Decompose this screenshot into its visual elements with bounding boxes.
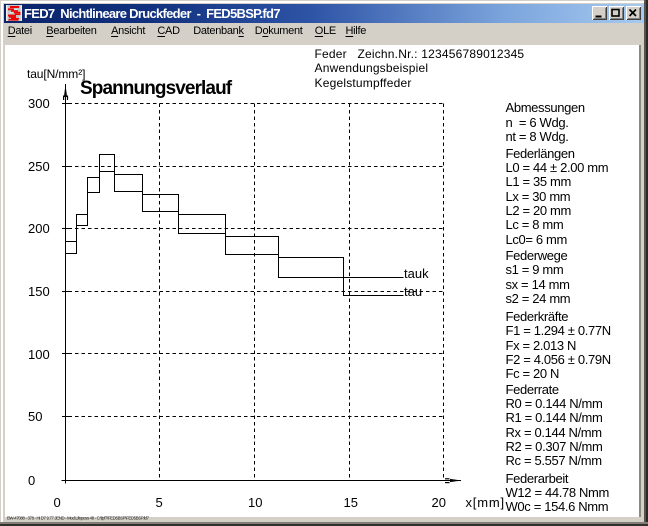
svg-text:BW-47088 - 378 - Hi D7 9.77 JE: BW-47088 - 378 - Hi D7 9.77 JEND - Mod.L… <box>7 516 150 521</box>
